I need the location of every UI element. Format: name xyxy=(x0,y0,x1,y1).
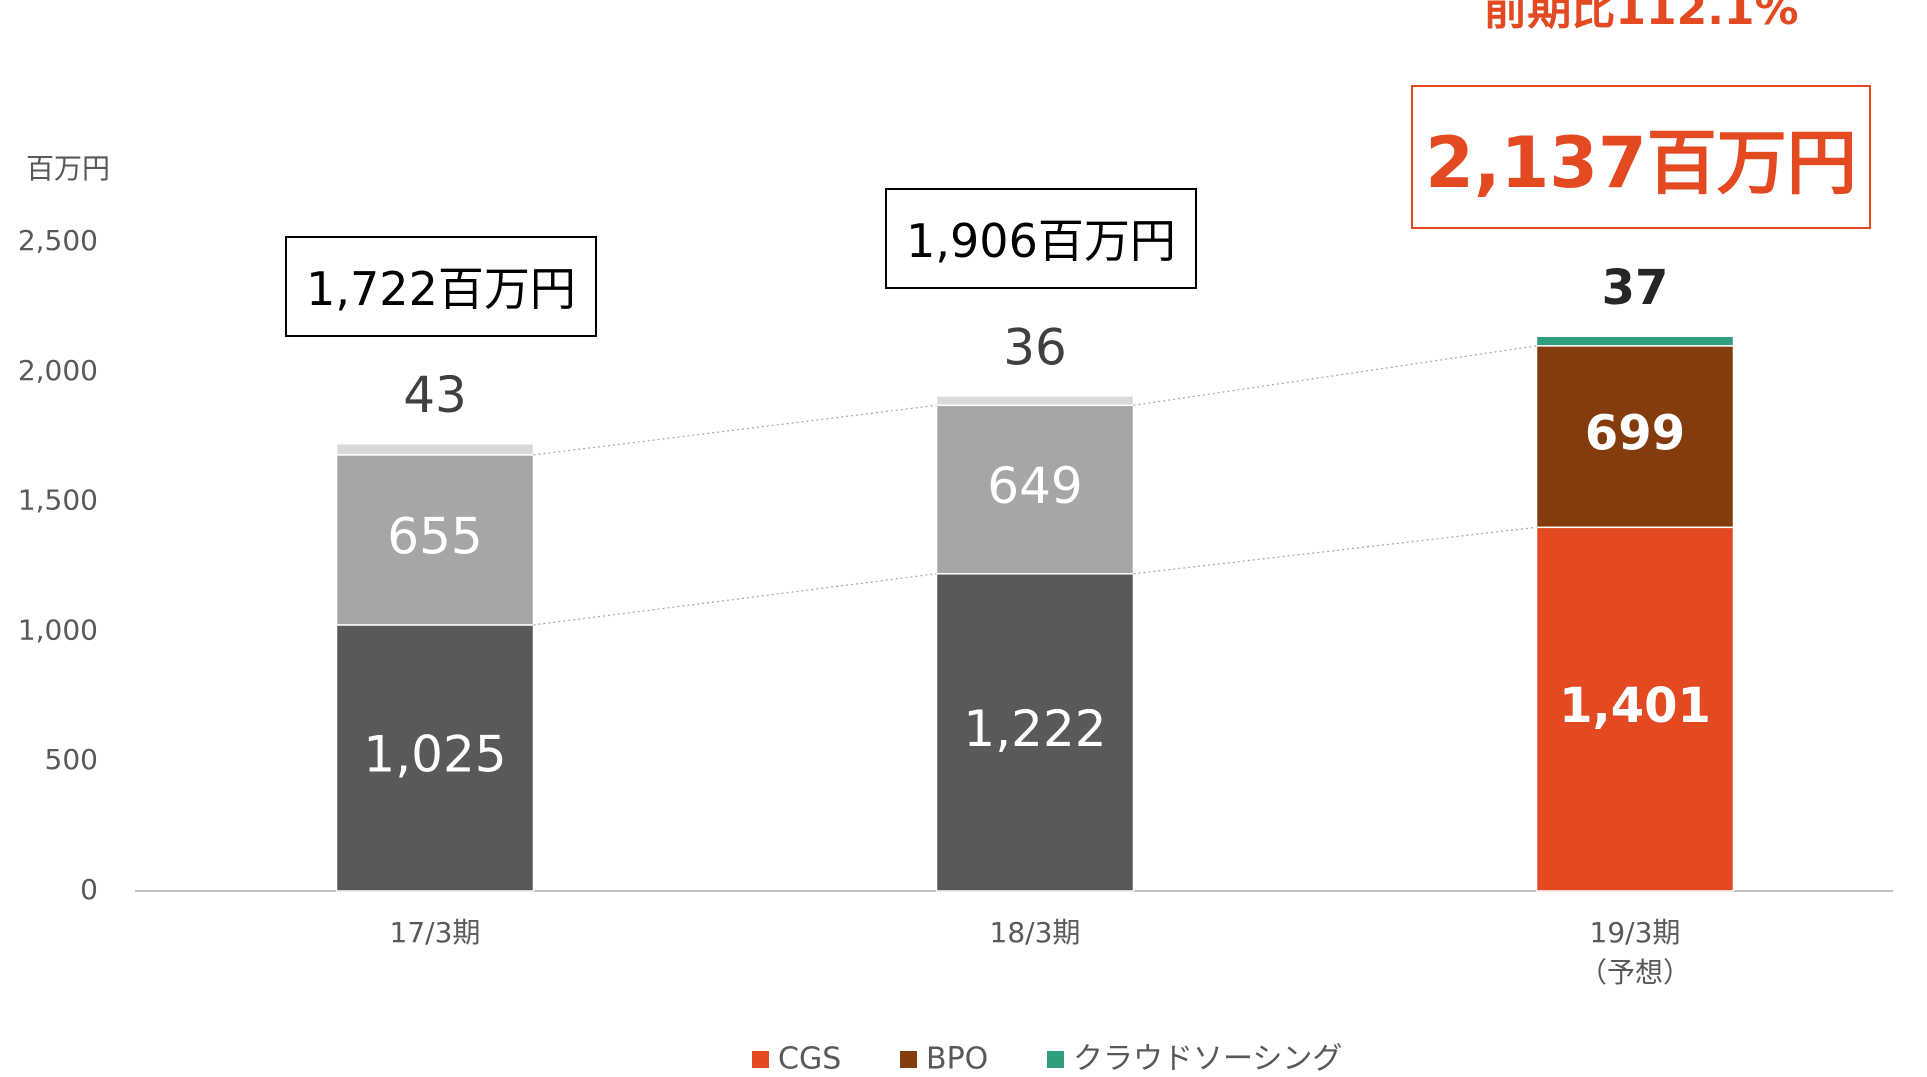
total-annotation: 2,137百万円 xyxy=(1411,85,1871,230)
data-label: 649 xyxy=(987,457,1082,515)
total-annotation: 1,722百万円 xyxy=(285,235,597,337)
bar-segment xyxy=(335,442,535,456)
x-tick-label: 18/3期 xyxy=(989,916,1081,949)
x-tick-label: 19/3期 （予想） xyxy=(1578,916,1691,989)
bar-segment xyxy=(335,454,535,626)
y-tick-label: 0 xyxy=(80,873,98,906)
y-tick-label: 1,500 xyxy=(18,484,98,517)
data-label: 43 xyxy=(403,366,467,424)
data-label: 36 xyxy=(1003,318,1067,376)
legend-swatch xyxy=(1047,1051,1064,1068)
y-axis-label: 百万円 xyxy=(26,152,110,185)
connector xyxy=(533,573,937,626)
bar-segment xyxy=(1535,345,1735,529)
y-tick-label: 2,500 xyxy=(18,224,98,257)
bar-segment xyxy=(1535,526,1735,892)
bar-segment xyxy=(935,395,1135,407)
bar-segment xyxy=(1535,335,1735,347)
data-label: 1,222 xyxy=(963,700,1106,758)
data-label: 37 xyxy=(1602,260,1669,316)
data-label: 1,401 xyxy=(1559,678,1711,734)
x-tick-label: 17/3期 xyxy=(389,916,481,949)
connector xyxy=(533,404,937,456)
bar-segment xyxy=(935,573,1135,892)
legend-label: クラウドソーシング xyxy=(1073,1042,1342,1077)
legend-swatch xyxy=(900,1051,917,1068)
growth-label: 前期比112.1% xyxy=(1483,0,1799,36)
y-tick-label: 1,000 xyxy=(18,613,98,646)
data-label: 699 xyxy=(1585,406,1685,462)
legend-swatch xyxy=(752,1051,769,1068)
connector xyxy=(1133,345,1537,406)
data-label: 1,025 xyxy=(363,725,506,783)
y-tick-label: 500 xyxy=(45,743,98,776)
total-annotation: 1,906百万円 xyxy=(885,187,1197,289)
connector xyxy=(1133,526,1537,575)
legend-label: BPO xyxy=(926,1042,988,1077)
data-label: 655 xyxy=(387,507,482,565)
y-tick-label: 2,000 xyxy=(18,354,98,387)
bar-segment xyxy=(935,404,1135,575)
legend-label: CGS xyxy=(778,1042,841,1077)
